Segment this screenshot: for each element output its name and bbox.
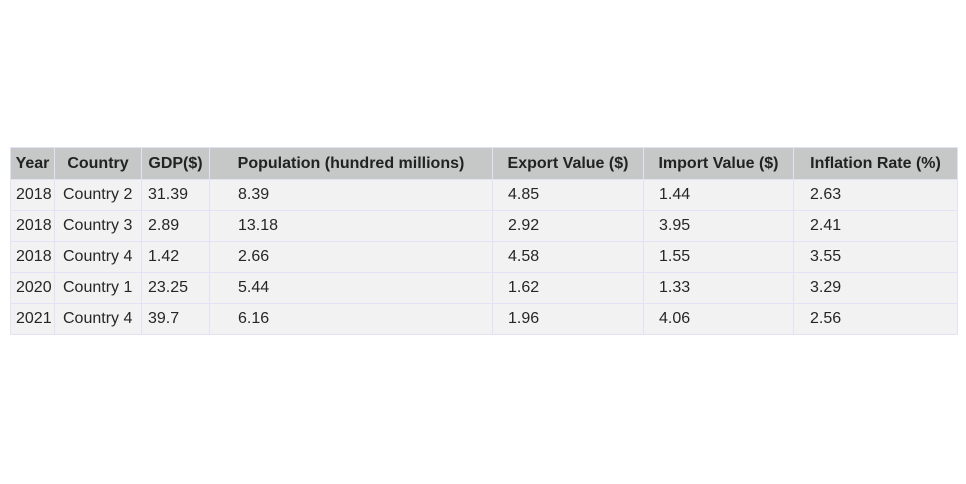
cell-country: Country 2	[54, 179, 142, 211]
cell-export-value: 2.92	[492, 210, 644, 242]
cell-country: Country 4	[54, 303, 142, 335]
cell-year: 2020	[10, 272, 55, 304]
cell-country: Country 1	[54, 272, 142, 304]
cell-export-value: 4.58	[492, 241, 644, 273]
cell-country: Country 3	[54, 210, 142, 242]
cell-year: 2018	[10, 241, 55, 273]
cell-gdp: 2.89	[141, 210, 210, 242]
cell-inflation-rate: 3.29	[793, 272, 958, 304]
header-population: Population (hundred millions)	[209, 147, 493, 180]
cell-population: 5.44	[209, 272, 493, 304]
cell-inflation-rate: 2.63	[793, 179, 958, 211]
cell-gdp: 31.39	[141, 179, 210, 211]
cell-export-value: 1.96	[492, 303, 644, 335]
cell-import-value: 4.06	[643, 303, 794, 335]
header-country: Country	[54, 147, 142, 180]
cell-import-value: 1.33	[643, 272, 794, 304]
cell-gdp: 39.7	[141, 303, 210, 335]
header-gdp: GDP($)	[141, 147, 210, 180]
cell-year: 2021	[10, 303, 55, 335]
cell-population: 2.66	[209, 241, 493, 273]
cell-export-value: 1.62	[492, 272, 644, 304]
table-header-row: Year Country GDP($) Population (hundred …	[10, 147, 958, 180]
cell-inflation-rate: 2.41	[793, 210, 958, 242]
header-export-value: Export Value ($)	[492, 147, 644, 180]
table-row: 2018 Country 2 31.39 8.39 4.85 1.44 2.63	[10, 179, 958, 211]
data-table-container: Year Country GDP($) Population (hundred …	[10, 147, 958, 335]
cell-country: Country 4	[54, 241, 142, 273]
cell-import-value: 1.55	[643, 241, 794, 273]
header-inflation-rate: Inflation Rate (%)	[793, 147, 958, 180]
cell-population: 8.39	[209, 179, 493, 211]
cell-year: 2018	[10, 179, 55, 211]
cell-population: 6.16	[209, 303, 493, 335]
cell-population: 13.18	[209, 210, 493, 242]
cell-import-value: 1.44	[643, 179, 794, 211]
cell-export-value: 4.85	[492, 179, 644, 211]
data-table: Year Country GDP($) Population (hundred …	[10, 147, 958, 335]
table-row: 2021 Country 4 39.7 6.16 1.96 4.06 2.56	[10, 303, 958, 335]
cell-import-value: 3.95	[643, 210, 794, 242]
header-year: Year	[10, 147, 55, 180]
cell-gdp: 23.25	[141, 272, 210, 304]
table-row: 2018 Country 3 2.89 13.18 2.92 3.95 2.41	[10, 210, 958, 242]
header-import-value: Import Value ($)	[643, 147, 794, 180]
cell-gdp: 1.42	[141, 241, 210, 273]
table-row: 2020 Country 1 23.25 5.44 1.62 1.33 3.29	[10, 272, 958, 304]
cell-year: 2018	[10, 210, 55, 242]
cell-inflation-rate: 3.55	[793, 241, 958, 273]
cell-inflation-rate: 2.56	[793, 303, 958, 335]
table-row: 2018 Country 4 1.42 2.66 4.58 1.55 3.55	[10, 241, 958, 273]
